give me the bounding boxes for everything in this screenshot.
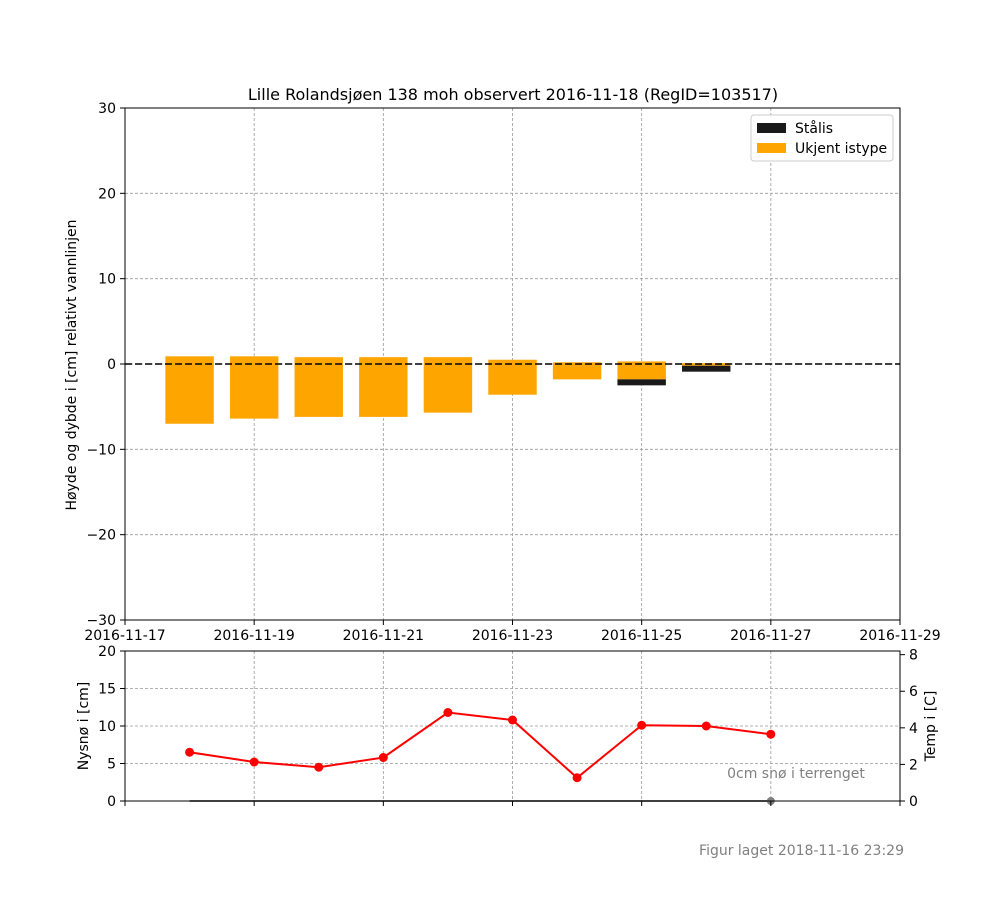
top-y-axis-label: Høyde og dybde i [cm] relativt vannlinje… — [64, 219, 80, 510]
bottom-y-tick-label: 20 — [98, 644, 116, 660]
ice-bar — [294, 357, 343, 417]
top-y-tick-label: 0 — [107, 357, 116, 373]
legend-box — [750, 114, 894, 162]
top-y-tick-label: 20 — [98, 186, 116, 202]
top-y-tick-label: −30 — [86, 613, 116, 629]
ice-bar — [617, 361, 666, 380]
legend-swatch — [757, 143, 786, 153]
legend-label: Stålis — [795, 120, 833, 137]
data-point — [185, 747, 195, 757]
bottom-y-tick-label: 10 — [98, 719, 116, 735]
ice-bar — [488, 359, 537, 395]
bottom-right-y-tick-label: 8 — [909, 648, 918, 664]
data-point — [766, 729, 776, 739]
bottom-y-tick-label: 5 — [107, 757, 116, 773]
data-point — [701, 721, 711, 731]
x-tick-label: 2016-11-21 — [343, 628, 424, 644]
bottom-plot: 0 5 10 15 20 0 2 4 6 8 — [98, 644, 918, 810]
top-y-tick-label: −10 — [86, 442, 116, 458]
legend-swatch — [757, 123, 786, 133]
top-y-tick-label: 30 — [98, 101, 116, 117]
snow-annotation: 0cm snø i terrenget — [727, 766, 865, 782]
data-point — [637, 720, 647, 730]
bottom-y-tick-label: 15 — [98, 682, 116, 698]
chart-title: Lille Rolandsjøen 138 moh observert 2016… — [248, 85, 778, 104]
x-tick-label: 2016-11-17 — [84, 628, 165, 644]
ice-bar — [682, 365, 731, 372]
x-tick-label: 2016-11-19 — [213, 628, 294, 644]
data-point — [314, 762, 324, 772]
bottom-right-y-tick-label: 6 — [909, 684, 918, 700]
bottom-y-tick-label: 0 — [107, 794, 116, 810]
bottom-y-axis-label: Nysnø i [cm] — [76, 682, 92, 771]
bottom-right-y-tick-label: 0 — [909, 794, 918, 810]
ice-bar — [617, 379, 666, 386]
ice-bar — [552, 362, 602, 380]
x-tick-label: 2016-11-29 — [859, 628, 940, 644]
ice-bar — [359, 357, 408, 417]
data-point — [443, 708, 453, 717]
ice-bar — [165, 356, 214, 424]
x-tick-label: 2016-11-25 — [601, 628, 682, 644]
legend: Stålis Ukjent istype — [750, 114, 894, 162]
legend-label: Ukjent istype — [795, 141, 887, 157]
data-point — [249, 757, 259, 767]
bottom-right-y-tick-label: 4 — [909, 721, 918, 737]
ice-bar — [423, 357, 473, 413]
data-point — [572, 773, 582, 783]
top-y-tick-label: 10 — [98, 272, 116, 288]
x-tick-label: 2016-11-27 — [730, 628, 811, 644]
data-point — [378, 753, 388, 762]
ice-bar — [229, 356, 279, 419]
top-y-tick-label: −20 — [86, 528, 116, 544]
bottom-right-y-axis-label: Temp i [C] — [923, 691, 939, 763]
series-line — [189, 711, 771, 780]
x-tick-label: 2016-11-23 — [472, 628, 553, 644]
bottom-right-y-tick-label: 2 — [909, 757, 918, 773]
data-point — [508, 715, 517, 725]
figure-created-label: Figur laget 2018-11-16 23:29 — [699, 843, 904, 859]
